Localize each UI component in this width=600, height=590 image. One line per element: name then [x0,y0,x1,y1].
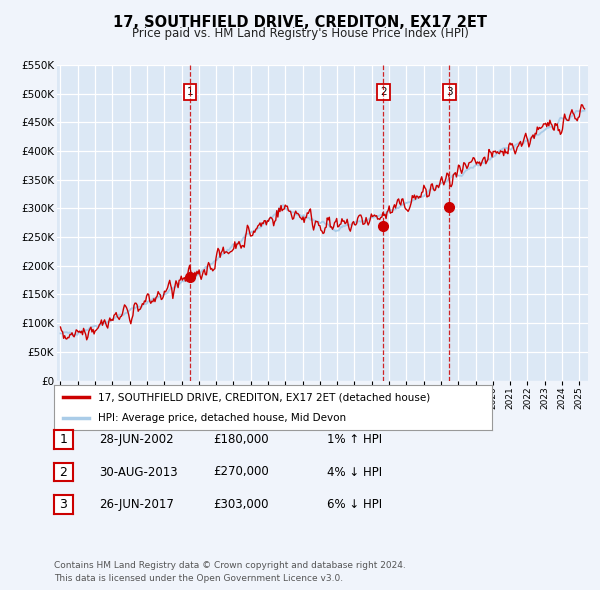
Text: 4% ↓ HPI: 4% ↓ HPI [327,466,382,478]
Text: 3: 3 [446,87,453,97]
Text: 17, SOUTHFIELD DRIVE, CREDITON, EX17 2ET: 17, SOUTHFIELD DRIVE, CREDITON, EX17 2ET [113,15,487,30]
Text: 28-JUN-2002: 28-JUN-2002 [99,433,173,446]
Text: 1: 1 [187,87,193,97]
Text: 1% ↑ HPI: 1% ↑ HPI [327,433,382,446]
Text: 2: 2 [59,466,67,478]
Text: 17, SOUTHFIELD DRIVE, CREDITON, EX17 2ET (detached house): 17, SOUTHFIELD DRIVE, CREDITON, EX17 2ET… [98,392,430,402]
Text: Contains HM Land Registry data © Crown copyright and database right 2024.
This d: Contains HM Land Registry data © Crown c… [54,562,406,583]
Text: £303,000: £303,000 [213,498,269,511]
Text: £180,000: £180,000 [213,433,269,446]
Text: £270,000: £270,000 [213,466,269,478]
Text: 26-JUN-2017: 26-JUN-2017 [99,498,174,511]
Text: HPI: Average price, detached house, Mid Devon: HPI: Average price, detached house, Mid … [98,412,346,422]
Text: 3: 3 [59,498,67,511]
Text: 1: 1 [59,433,67,446]
Text: 6% ↓ HPI: 6% ↓ HPI [327,498,382,511]
Text: 30-AUG-2013: 30-AUG-2013 [99,466,178,478]
Text: Price paid vs. HM Land Registry's House Price Index (HPI): Price paid vs. HM Land Registry's House … [131,27,469,40]
Text: 2: 2 [380,87,386,97]
